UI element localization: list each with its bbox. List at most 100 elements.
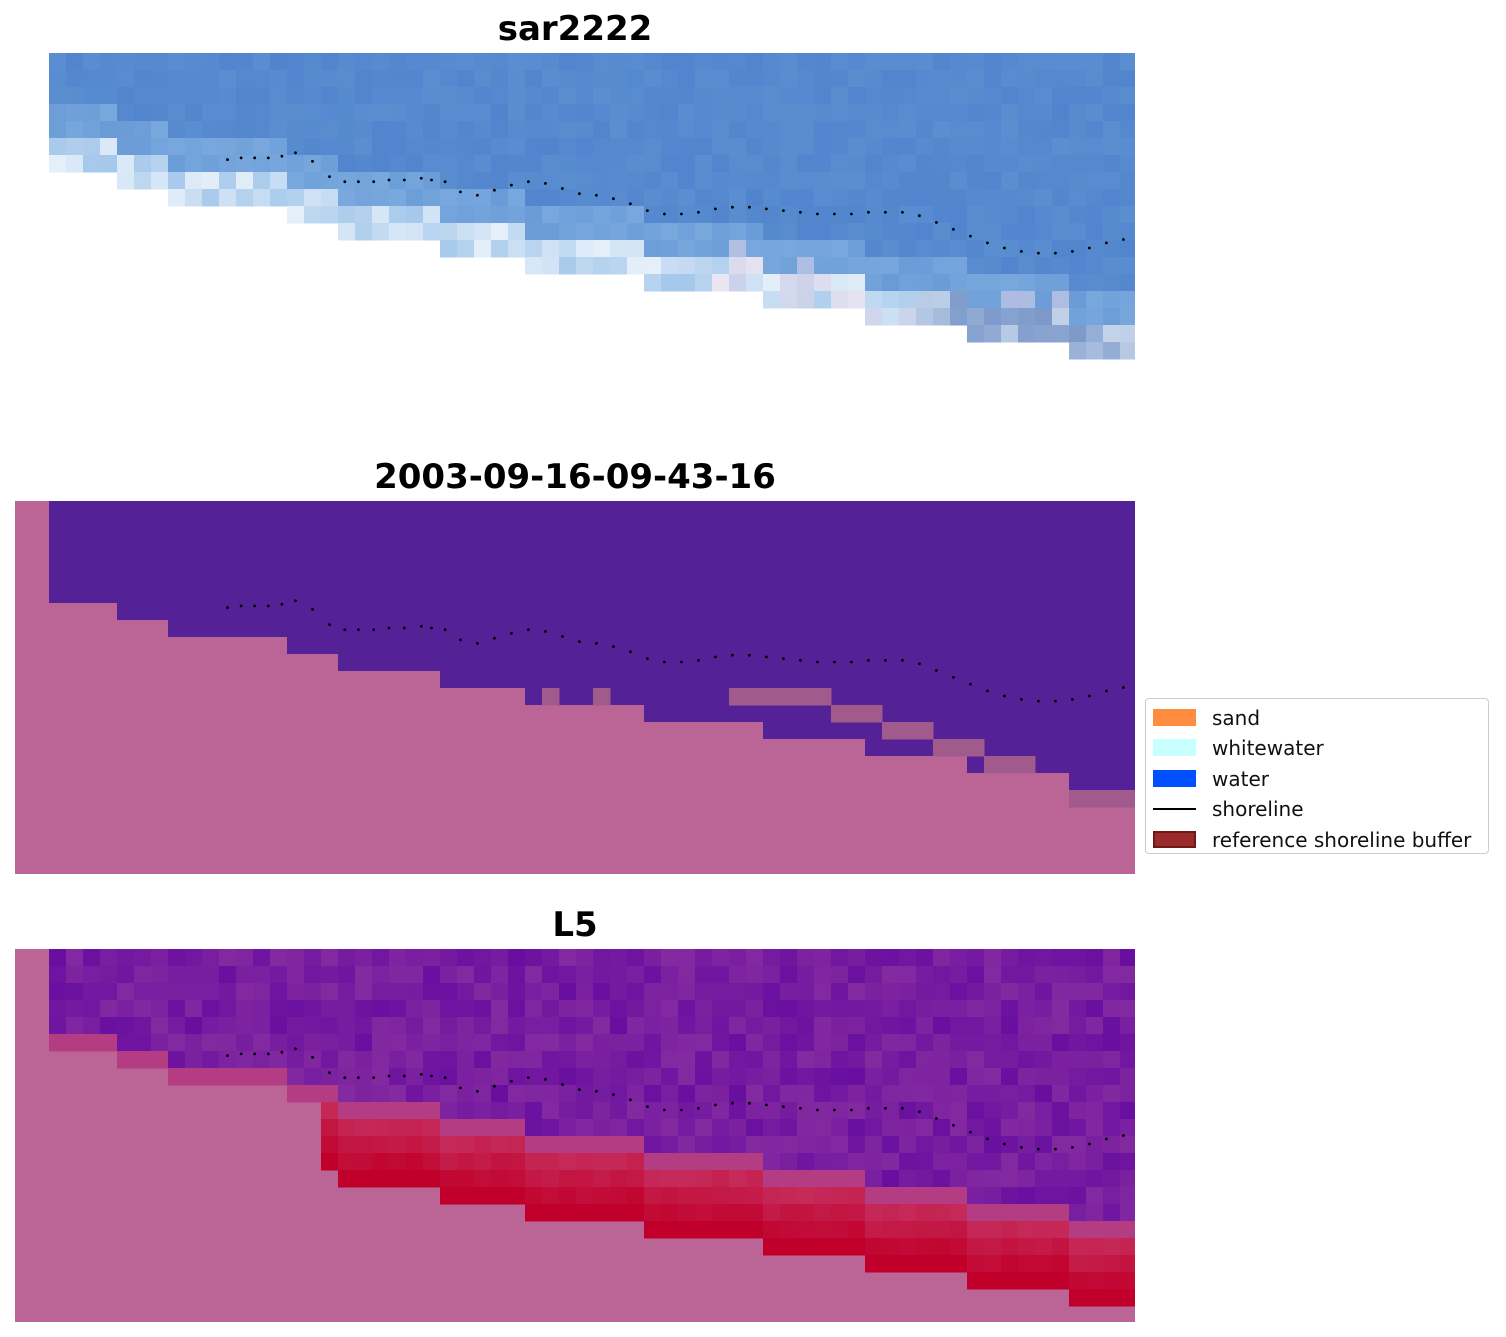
- prob-cell: [967, 1017, 985, 1035]
- prob-cell: [661, 1119, 679, 1137]
- prob-cell: [474, 1068, 492, 1086]
- prob-cell: [1120, 1289, 1135, 1307]
- mixed-cell: [1086, 790, 1104, 808]
- shoreline-point: [901, 1106, 904, 1110]
- image-pixel: [304, 172, 322, 190]
- water-column: [780, 501, 798, 739]
- prob-cell: [984, 949, 1002, 967]
- prob-cell: [916, 1085, 934, 1103]
- image-pixel: [627, 70, 645, 88]
- prob-cell: [899, 1102, 917, 1120]
- prob-cell: [474, 1034, 492, 1052]
- image-pixel: [253, 121, 271, 139]
- shoreline-point: [612, 197, 615, 201]
- image-pixel: [780, 70, 798, 88]
- prob-cell: [185, 1017, 203, 1035]
- image-pixel: [865, 274, 883, 292]
- prob-cell: [491, 1000, 509, 1018]
- prob-cell: [780, 1000, 798, 1018]
- image-pixel: [100, 138, 118, 156]
- prob-cell: [559, 1204, 577, 1222]
- image-pixel: [355, 206, 373, 224]
- prob-cell: [1103, 1238, 1121, 1256]
- prob-cell: [695, 1221, 713, 1239]
- image-pixel: [899, 308, 917, 326]
- water-column: [168, 501, 186, 637]
- water-column: [134, 501, 152, 620]
- image-pixel: [1069, 121, 1087, 139]
- prob-cell: [967, 1153, 985, 1171]
- prob-cell: [236, 1051, 254, 1069]
- prob-cell: [1069, 1102, 1087, 1120]
- image-pixel: [967, 308, 985, 326]
- prob-cell: [1103, 1068, 1121, 1086]
- water-column: [661, 501, 679, 722]
- image-pixel: [695, 189, 713, 207]
- prob-cell: [984, 1136, 1002, 1154]
- prob-cell: [610, 1170, 628, 1188]
- prob-cell: [100, 983, 118, 1001]
- prob-cell: [83, 1017, 101, 1035]
- prob-cell: [1001, 1017, 1019, 1035]
- image-pixel: [780, 53, 798, 71]
- prob-cell: [661, 966, 679, 984]
- legend: sand whitewater water shoreline reference sh…: [1145, 698, 1489, 854]
- image-pixel: [882, 172, 900, 190]
- image-pixel: [729, 138, 747, 156]
- shoreline-point: [884, 210, 887, 214]
- water-column: [321, 501, 339, 654]
- prob-cell: [1018, 1051, 1036, 1069]
- shoreline-point: [646, 1105, 649, 1108]
- image-pixel: [542, 53, 560, 71]
- water-column: [1120, 501, 1135, 790]
- image-pixel: [185, 70, 203, 88]
- image-pixel: [661, 104, 679, 122]
- image-pixel: [695, 53, 713, 71]
- prob-cell: [491, 949, 509, 967]
- image-pixel: [406, 155, 424, 173]
- image-pixel: [355, 104, 373, 122]
- prob-cell: [882, 1221, 900, 1239]
- image-pixel: [219, 138, 237, 156]
- prob-cell: [219, 949, 237, 967]
- prob-cell: [66, 1017, 84, 1035]
- prob-cell: [593, 1153, 611, 1171]
- image-pixel: [134, 138, 152, 156]
- image-pixel: [1001, 172, 1019, 190]
- image-pixel: [712, 206, 730, 224]
- prob-cell: [508, 1102, 526, 1120]
- prob-cell: [644, 966, 662, 984]
- prob-cell: [287, 1034, 305, 1052]
- image-pixel: [712, 70, 730, 88]
- image-pixel: [712, 155, 730, 173]
- shoreline-point: [561, 1083, 564, 1086]
- water-column: [627, 501, 645, 705]
- image-pixel: [185, 87, 203, 105]
- water-column: [1001, 501, 1019, 773]
- prob-cell: [355, 1017, 373, 1035]
- prob-cell: [916, 966, 934, 984]
- image-pixel: [797, 155, 815, 173]
- shoreline-point: [765, 1103, 768, 1107]
- prob-cell: [899, 1238, 917, 1256]
- water-column: [916, 501, 934, 756]
- image-pixel: [134, 53, 152, 71]
- prob-cell: [525, 983, 543, 1001]
- shoreline-point: [952, 675, 955, 679]
- image-pixel: [712, 274, 730, 292]
- water-column: [202, 501, 220, 637]
- prob-cell: [916, 1170, 934, 1188]
- image-pixel: [729, 121, 747, 139]
- shoreline-point: [372, 628, 376, 632]
- prob-cell: [916, 1187, 934, 1205]
- image-pixel: [321, 138, 339, 156]
- prob-cell: [967, 1034, 985, 1052]
- image-pixel: [627, 189, 645, 207]
- prob-cell: [576, 1102, 594, 1120]
- image-pixel: [338, 155, 356, 173]
- image-pixel: [151, 121, 169, 139]
- image-pixel: [967, 138, 985, 156]
- image-pixel: [678, 121, 696, 139]
- prob-cell: [984, 1221, 1002, 1239]
- image-pixel: [865, 87, 883, 105]
